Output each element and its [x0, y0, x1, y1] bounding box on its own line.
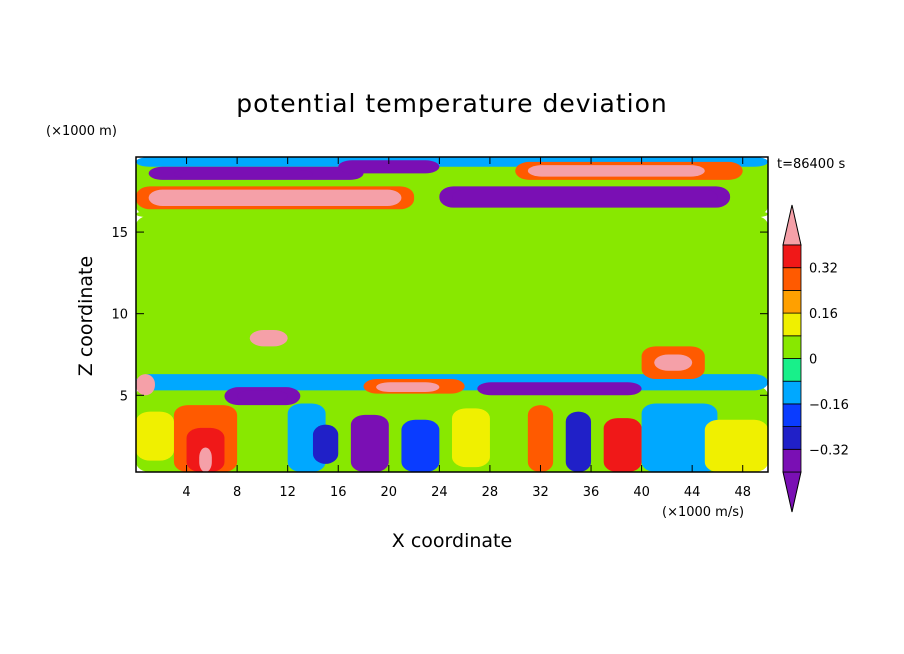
contour-region: [527, 165, 705, 177]
colorbar-label: 0.32: [809, 262, 838, 277]
contour-region: [237, 390, 288, 402]
contour-region: [136, 215, 313, 306]
contour-region: [565, 411, 592, 472]
contour-region: [452, 189, 718, 205]
contour-region: [312, 424, 339, 464]
colorbar-swatch: [782, 335, 802, 359]
x-tick-label: 40: [633, 485, 650, 500]
contour-region: [527, 405, 554, 472]
x-tick-label: 20: [381, 485, 398, 500]
contour-region: [136, 374, 155, 396]
time-label: t=86400 s: [777, 157, 845, 172]
x-tick-label: 36: [583, 485, 600, 500]
x-tick-label: 32: [532, 485, 549, 500]
colorbar-swatch: [782, 358, 802, 382]
x-tick-label: 24: [431, 485, 448, 500]
contour-region: [654, 354, 693, 371]
x-tick-label: 48: [734, 485, 751, 500]
contour-region: [704, 419, 768, 472]
x-tick-label: 8: [233, 485, 241, 500]
contour-region: [350, 414, 389, 472]
contour-region: [136, 210, 768, 218]
y-tick-label: 10: [111, 308, 128, 323]
y-tick-label: 5: [120, 389, 128, 404]
contour-region: [452, 408, 490, 468]
colorbar-label: −0.32: [809, 443, 849, 458]
colorbar-swatch: [782, 380, 802, 405]
contour-region: [148, 189, 402, 206]
contour-region: [401, 419, 440, 472]
contour-region: [173, 170, 313, 179]
colorbar-swatch: [782, 448, 802, 473]
x-axis-unit: (×1000 m/s): [662, 505, 744, 520]
x-tick-label: 4: [182, 485, 190, 500]
x-tick-label: 12: [279, 485, 296, 500]
colorbar-label: 0: [809, 353, 817, 368]
x-tick-label: 44: [684, 485, 701, 500]
colorbar-swatch: [782, 426, 802, 450]
colorbar-swatch: [782, 267, 802, 291]
colorbar-label: −0.16: [809, 398, 849, 413]
contour-region: [136, 411, 174, 461]
colorbar-swatch: [782, 403, 802, 427]
x-axis-label: X coordinate: [392, 530, 512, 552]
colorbar-over-triangle: [782, 204, 802, 246]
x-tick-label: 28: [482, 485, 499, 500]
y-axis-unit: (×1000 m): [46, 124, 117, 139]
colorbar-swatch: [782, 244, 802, 269]
contour-region: [376, 382, 440, 393]
colorbar-swatch: [782, 289, 802, 314]
chart-title: potential temperature deviation: [236, 89, 667, 118]
contour-region: [477, 382, 642, 396]
colorbar-label: 0.16: [809, 307, 838, 322]
contour-region: [388, 215, 768, 386]
contour-region: [338, 160, 440, 174]
contour-region: [199, 447, 212, 472]
y-tick-label: 15: [111, 226, 128, 241]
colorbar-under-triangle: [782, 471, 802, 513]
x-tick-label: 16: [330, 485, 347, 500]
colorbar-swatch: [782, 312, 802, 337]
contour-region: [641, 403, 718, 472]
y-axis-ticks: 5 10 15: [111, 226, 768, 404]
contour-fill: [136, 157, 768, 472]
contour-region: [249, 330, 288, 347]
x-axis-ticks: 4 8 12 16 20 24 28 32 36 40 44 48: [182, 157, 751, 500]
contour-region: [603, 418, 642, 472]
plot-frame: [135, 156, 769, 473]
y-axis-label: Z coordinate: [75, 256, 97, 376]
colorbar: 0.32 0.16 0 −0.16 −0.32: [782, 204, 849, 513]
